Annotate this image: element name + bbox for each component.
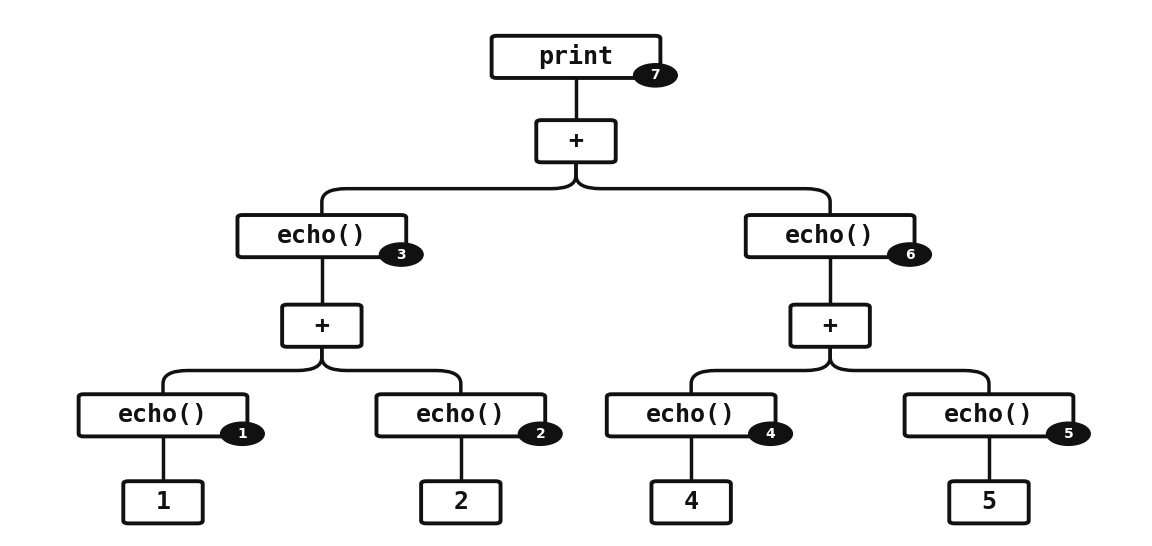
Text: 2: 2: [454, 490, 469, 514]
Text: +: +: [823, 314, 838, 338]
Circle shape: [220, 422, 264, 446]
FancyBboxPatch shape: [607, 394, 775, 436]
Text: 3: 3: [396, 247, 407, 262]
FancyBboxPatch shape: [282, 305, 362, 347]
Text: 5: 5: [1063, 427, 1074, 441]
Circle shape: [749, 422, 793, 446]
FancyBboxPatch shape: [237, 215, 407, 257]
FancyBboxPatch shape: [78, 394, 248, 436]
FancyBboxPatch shape: [492, 36, 660, 78]
Circle shape: [1046, 422, 1090, 446]
FancyBboxPatch shape: [790, 305, 870, 347]
Text: 6: 6: [904, 247, 915, 262]
Text: 7: 7: [651, 68, 660, 82]
Text: echo(): echo(): [276, 224, 366, 248]
FancyBboxPatch shape: [377, 394, 545, 436]
Text: echo(): echo(): [786, 224, 876, 248]
Text: 5: 5: [982, 490, 996, 514]
FancyBboxPatch shape: [537, 120, 615, 162]
Text: +: +: [314, 314, 329, 338]
FancyBboxPatch shape: [422, 481, 501, 524]
FancyBboxPatch shape: [123, 481, 203, 524]
Text: echo(): echo(): [646, 403, 736, 428]
Text: 1: 1: [156, 490, 170, 514]
Text: echo(): echo(): [943, 403, 1034, 428]
Text: 4: 4: [766, 427, 775, 441]
Circle shape: [888, 243, 932, 266]
Circle shape: [634, 64, 677, 87]
Text: +: +: [568, 129, 584, 153]
Text: echo(): echo(): [416, 403, 506, 428]
Text: 2: 2: [536, 427, 545, 441]
Text: echo(): echo(): [118, 403, 209, 428]
FancyBboxPatch shape: [904, 394, 1074, 436]
Circle shape: [379, 243, 423, 266]
Text: print: print: [538, 44, 614, 69]
FancyBboxPatch shape: [745, 215, 915, 257]
FancyBboxPatch shape: [949, 481, 1029, 524]
FancyBboxPatch shape: [651, 481, 730, 524]
Text: 4: 4: [683, 490, 698, 514]
Circle shape: [518, 422, 562, 446]
Text: 1: 1: [237, 427, 248, 441]
